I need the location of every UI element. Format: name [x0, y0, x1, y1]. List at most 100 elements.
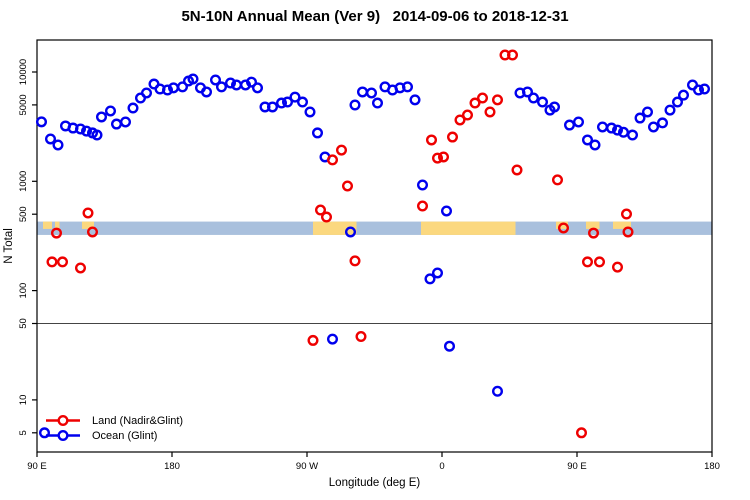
- land-map-segment: [421, 221, 516, 235]
- data-point-ocean: [417, 179, 429, 191]
- data-point-ocean: [402, 81, 414, 93]
- data-point-land: [82, 207, 94, 219]
- data-point-ocean: [282, 96, 294, 108]
- y-tick-label: 50: [18, 318, 29, 329]
- land-map-segment: [586, 221, 600, 229]
- data-point-ocean: [52, 139, 64, 151]
- data-point-ocean: [327, 333, 339, 345]
- x-tick-label: 90 E: [27, 461, 47, 472]
- data-point-ocean: [91, 129, 103, 141]
- data-point-ocean: [119, 116, 131, 128]
- data-point-land: [355, 331, 367, 343]
- data-point-ocean: [589, 139, 601, 151]
- land-map-segment: [613, 221, 631, 229]
- x-tick-label: 180: [704, 461, 720, 472]
- data-point-ocean: [424, 273, 436, 285]
- y-tick-label: 100: [18, 283, 29, 299]
- data-point-ocean: [127, 102, 139, 114]
- data-point-ocean: [606, 122, 618, 134]
- y-tick-label: 1000: [18, 171, 29, 192]
- legend-item-land: Land (Nadir&Glint): [44, 413, 183, 428]
- data-point-land: [454, 114, 466, 126]
- land-map-segment: [43, 221, 52, 229]
- data-point-ocean: [187, 73, 199, 85]
- x-tick-label: 90 W: [296, 461, 318, 472]
- data-point-ocean: [597, 121, 609, 133]
- data-point-ocean: [304, 106, 316, 118]
- plot-border: [36, 39, 713, 453]
- data-point-land: [86, 226, 98, 238]
- data-point-land: [507, 49, 519, 61]
- data-point-ocean: [267, 101, 279, 113]
- data-point-ocean: [549, 101, 561, 113]
- data-point-ocean: [612, 124, 624, 136]
- data-point-ocean: [528, 92, 540, 104]
- data-point-ocean: [215, 81, 227, 93]
- data-point-land: [477, 92, 489, 104]
- data-point-land: [576, 427, 588, 439]
- data-point-ocean: [642, 106, 654, 118]
- data-point-ocean: [657, 117, 669, 129]
- x-tick-label: 180: [164, 461, 180, 472]
- data-point-land: [511, 164, 523, 176]
- data-point-land: [57, 256, 69, 268]
- data-point-land: [349, 255, 361, 267]
- data-point-ocean: [345, 226, 357, 238]
- data-point-ocean: [573, 116, 585, 128]
- data-point-ocean: [699, 83, 711, 95]
- data-point-ocean: [224, 77, 236, 89]
- land-map-segment: [82, 221, 94, 229]
- data-point-ocean: [80, 125, 92, 137]
- data-point-land: [315, 204, 327, 216]
- ocean-map-band: [37, 221, 712, 235]
- data-point-ocean: [39, 427, 51, 439]
- y-tick-label: 10: [18, 395, 29, 406]
- data-point-land: [321, 211, 333, 223]
- data-point-land: [622, 226, 634, 238]
- ocean-series-symbol-icon: [46, 429, 80, 442]
- data-point-ocean: [444, 340, 456, 352]
- data-point-land: [594, 256, 606, 268]
- data-point-ocean: [74, 123, 86, 135]
- data-point-ocean: [251, 82, 263, 94]
- legend-item-ocean: Ocean (Glint): [44, 428, 183, 443]
- data-point-ocean: [110, 118, 122, 130]
- data-point-ocean: [627, 129, 639, 141]
- x-axis-title: Longitude (deg E): [329, 477, 421, 489]
- data-point-land: [327, 154, 339, 166]
- data-point-land: [558, 222, 570, 234]
- data-point-ocean: [693, 84, 705, 96]
- data-point-ocean: [372, 97, 384, 109]
- data-point-ocean: [176, 81, 188, 93]
- y-tick-label: 5000: [18, 94, 29, 115]
- chart-title: 5N-10N Annual Mean (Ver 9) 2014-09-06 to…: [181, 8, 569, 25]
- data-point-land: [621, 208, 633, 220]
- data-point-ocean: [634, 112, 646, 124]
- data-point-land: [74, 262, 86, 274]
- data-point-land: [342, 180, 354, 192]
- data-point-land: [51, 227, 63, 239]
- y-axis-title: N Total: [3, 228, 15, 264]
- data-point-ocean: [289, 91, 301, 103]
- data-point-land: [336, 144, 348, 156]
- data-point-ocean: [564, 119, 576, 131]
- data-point-ocean: [209, 74, 221, 86]
- data-point-ocean: [349, 99, 361, 111]
- data-point-ocean: [357, 86, 369, 98]
- data-point-ocean: [312, 127, 324, 139]
- data-point-ocean: [678, 89, 690, 101]
- land-series-symbol-icon: [46, 414, 80, 427]
- data-point-ocean: [297, 96, 309, 108]
- data-point-land: [492, 94, 504, 106]
- data-point-ocean: [409, 94, 421, 106]
- data-point-ocean: [582, 134, 594, 146]
- x-tick-label: 0: [439, 461, 444, 472]
- data-point-land: [432, 152, 444, 164]
- data-point-ocean: [648, 121, 660, 133]
- data-point-ocean: [161, 84, 173, 96]
- data-point-ocean: [366, 87, 378, 99]
- data-point-land: [447, 131, 459, 143]
- data-point-ocean: [522, 86, 534, 98]
